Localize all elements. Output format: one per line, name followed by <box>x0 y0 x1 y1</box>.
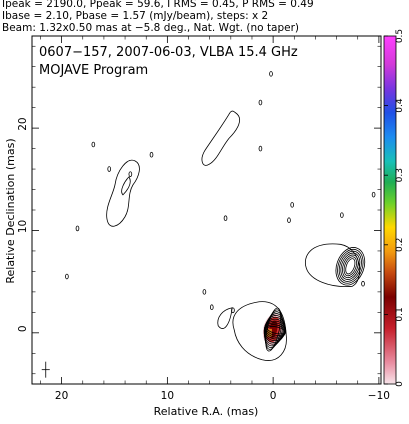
knot-outer-contour <box>305 243 360 287</box>
core-contour <box>265 324 286 336</box>
noise-contour <box>287 217 291 224</box>
colorbar-tick-label: 0.4 <box>395 98 405 113</box>
plot-subtitle: MOJAVE Program <box>39 63 148 78</box>
y-tick-label: 10 <box>17 220 29 233</box>
lobe-contour <box>106 159 140 227</box>
noise-contour <box>269 71 273 77</box>
x-tick-label: 0 <box>270 390 277 402</box>
noise-contour <box>258 99 263 106</box>
contour-map <box>41 71 376 378</box>
noise-contour <box>202 289 207 295</box>
x-axis-label: Relative R.A. (mas) <box>154 405 259 418</box>
noise-contour <box>371 191 376 198</box>
noise-contour <box>290 202 294 208</box>
noise-contour <box>65 273 69 280</box>
plot-title: 0607−157, 2007-06-03, VLBA 15.4 GHz <box>39 45 298 60</box>
noise-contour <box>75 225 80 232</box>
y-tick-label: 0 <box>17 325 29 332</box>
knot-contour <box>343 256 357 277</box>
core-side-contour <box>217 307 233 329</box>
header-line-2: Ibase = 2.10, Pbase = 1.57 (mJy/beam), s… <box>2 10 269 22</box>
noise-contour <box>107 166 112 172</box>
knot-contour <box>345 258 356 275</box>
knot-contour <box>337 248 364 284</box>
x-tick-label: 20 <box>55 390 68 402</box>
knot-contour <box>338 250 362 282</box>
core-outer-contour <box>232 301 287 361</box>
noise-contour <box>91 141 96 148</box>
noise-contour <box>361 280 365 287</box>
noise-contour <box>258 145 263 152</box>
knot-contour <box>335 247 366 286</box>
x-tick-label: −10 <box>368 390 390 402</box>
header-line-3: Beam: 1.32x0.50 mas at −5.8 deg., Nat. W… <box>2 22 300 34</box>
knot-contour <box>342 254 359 279</box>
y-tick-label: 20 <box>17 117 29 130</box>
north-contour <box>201 110 240 166</box>
colorbar-tick-label: 0 <box>395 381 405 387</box>
colorbar-tick-label: 0.2 <box>395 238 405 252</box>
lobe-inner-contour <box>121 176 131 196</box>
colorbar-tick-label: 0.3 <box>395 168 405 182</box>
noise-contour <box>149 151 154 158</box>
colorbar-tick-label: 0.1 <box>395 307 405 321</box>
noise-contour <box>223 215 228 221</box>
noise-contour <box>231 307 235 314</box>
colorbar <box>383 35 397 385</box>
header-line-1: Ipeak = 2190.0, Ppeak = 59.6, I RMS = 0.… <box>2 0 314 10</box>
axis-tick-labels: 20 10 0 −10 0 10 20 <box>17 117 390 402</box>
y-axis-label: Relative Declination (mas) <box>4 138 17 283</box>
noise-contour <box>209 304 214 311</box>
colorbar-ticks: 0 0.1 0.2 0.3 0.4 0.5 <box>384 29 405 387</box>
colorbar-tick-label: 0.5 <box>395 29 405 43</box>
noise-contour <box>128 171 133 177</box>
plot-frame <box>31 35 382 385</box>
knot-contour <box>340 252 361 280</box>
x-tick-label: 10 <box>161 390 174 402</box>
noise-contour <box>340 212 344 218</box>
core-contour <box>266 326 286 335</box>
axis-ticks <box>32 36 381 384</box>
